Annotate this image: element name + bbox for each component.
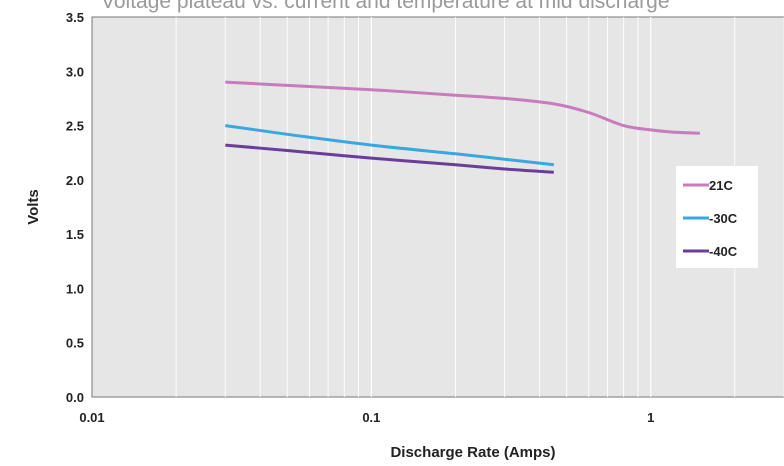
y-tick-label: 2.0: [66, 173, 84, 188]
x-axis-title: Discharge Rate (Amps): [390, 444, 555, 461]
y-tick-label: 3.0: [66, 64, 84, 79]
series-line-1: [225, 124, 554, 167]
x-tick-labels: 0.01 0.1 1: [79, 410, 654, 425]
x-tick-label: 1: [647, 410, 654, 425]
legend-label: -40C: [709, 244, 738, 259]
y-tick-label: 1.5: [66, 227, 84, 242]
y-tick-label: 0.5: [66, 336, 84, 351]
chart-title: Voltage plateau vs. current and temperat…: [101, 0, 670, 13]
y-tick-label: 0.0: [66, 390, 84, 405]
y-tick-labels: 0.0 0.5 1.0 1.5 2.0 2.5 3.0 3.5: [66, 10, 84, 405]
x-tick-label: 0.01: [79, 410, 104, 425]
y-tick-label: 3.5: [66, 10, 84, 25]
x-tick-label: 0.1: [362, 410, 380, 425]
y-tick-label: 1.0: [66, 281, 84, 296]
series-line-0: [225, 80, 700, 135]
y-tick-label: 2.5: [66, 119, 84, 134]
series-layer: [225, 80, 700, 174]
plot-area: [91, 16, 784, 398]
series-line-2: [225, 143, 554, 174]
legend-label: 21C: [709, 178, 733, 193]
legend-label: -30C: [709, 211, 738, 226]
legend: 21C -30C -40C: [676, 166, 758, 268]
y-axis-title: Volts: [25, 189, 42, 225]
grid-layer: [175, 17, 784, 397]
